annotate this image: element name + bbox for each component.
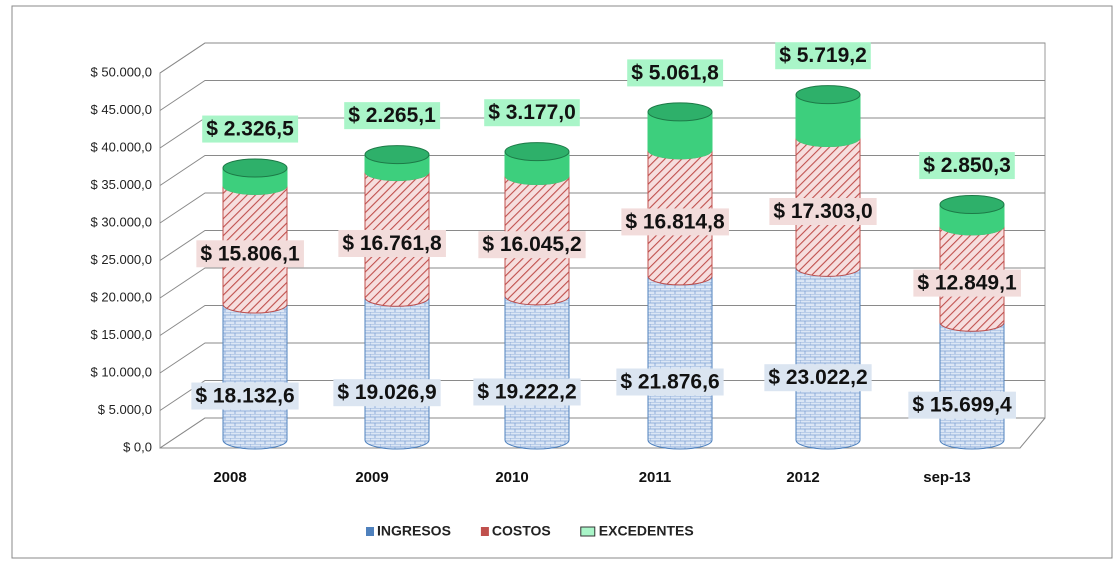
grid-line [159,342,1045,374]
value-label: $ 16.045,2 [482,233,581,256]
grid-line [159,417,1045,449]
value-label-box [616,368,724,396]
legend-label: EXCEDENTES [599,523,694,539]
y-tick-label: $ 50.000,0 [91,64,152,79]
value-label-box [473,378,581,406]
value-label-box [202,115,299,143]
value-label: $ 23.022,2 [768,366,867,389]
x-tick-label: 2008 [213,469,246,486]
grid-line [159,230,1045,261]
value-label-box [919,152,1015,180]
value-label: $ 5.719,2 [779,44,867,67]
x-tick-label: 2009 [355,469,388,486]
bar-segment [504,295,570,450]
cylinder-top [795,85,861,105]
floor [160,417,1046,449]
cylinder-top [222,158,288,178]
cylinder-top [939,195,1005,215]
value-label-box [333,379,441,407]
bar-segment [364,297,430,450]
value-label: $ 15.699,4 [912,394,1012,417]
cylinder-top [364,145,430,165]
value-label-box [775,42,871,70]
bar-segment [647,275,713,450]
value-label: $ 18.132,6 [195,385,294,408]
bar-segment [795,267,861,450]
y-tick-label: $ 15.000,0 [91,327,152,342]
value-label: $ 16.761,8 [342,232,442,255]
value-label-box [478,231,586,259]
value-label-box [191,382,299,410]
legend-swatch [480,527,489,536]
value-label-box [484,99,580,127]
grid-line [159,80,1045,111]
grid-line [159,305,1045,336]
value-label-box [908,391,1016,419]
x-tick-label: 2012 [786,469,819,486]
value-label: $ 15.806,1 [200,242,300,265]
y-tick-label: $ 30.000,0 [91,214,152,229]
y-tick-label: $ 40.000,0 [91,139,152,154]
cylinder-top [504,142,570,162]
value-label-box [344,102,441,130]
grid-line [159,155,1045,186]
x-tick-label: sep-13 [923,469,971,486]
grid-line [159,192,1045,224]
bar-segment [939,322,1005,450]
value-label: $ 21.876,6 [620,371,719,394]
value-label-box [621,208,729,236]
value-label: $ 2.850,3 [923,154,1011,177]
value-label-box [338,229,446,257]
value-label: $ 12.849,1 [917,272,1017,295]
bar-segment [222,303,288,450]
value-label: $ 19.026,9 [337,381,436,404]
y-tick-label: $ 35.000,0 [91,177,152,192]
grid-line [159,42,1045,74]
value-label-box [627,59,724,87]
value-label: $ 3.177,0 [488,101,576,124]
value-label-box [764,364,872,392]
value-label-box [913,269,1021,297]
value-label: $ 5.061,8 [631,61,719,84]
y-tick-label: $ 5.000,0 [98,402,152,417]
value-label: $ 2.326,5 [206,118,294,141]
legend-label: INGRESOS [377,523,451,539]
legend-swatch [580,526,596,537]
y-tick-label: $ 45.000,0 [91,102,152,117]
y-tick-label: $ 10.000,0 [91,364,152,379]
grid-line [159,267,1045,299]
value-label: $ 19.222,2 [477,380,576,403]
value-label: $ 17.303,0 [773,200,872,223]
y-tick-label: $ 25.000,0 [91,252,152,267]
x-tick-label: 2011 [639,469,672,486]
value-label-box [196,240,304,268]
legend-swatch [366,527,374,536]
value-label: $ 16.814,8 [625,210,725,233]
value-label-box [769,197,877,225]
legend-label: COSTOS [492,523,551,539]
cylinder-top [647,102,713,122]
y-tick-label: $ 0,0 [123,439,152,454]
x-tick-label: 2010 [495,469,528,486]
y-tick-label: $ 20.000,0 [91,289,152,304]
value-label: $ 2.265,1 [348,104,436,127]
